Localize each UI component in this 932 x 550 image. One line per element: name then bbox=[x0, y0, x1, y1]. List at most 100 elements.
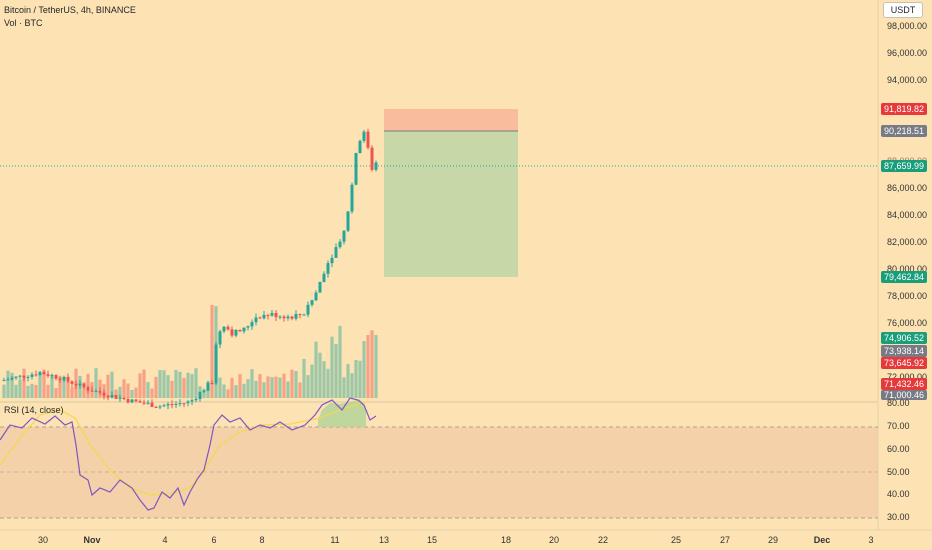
volume-bar bbox=[118, 386, 122, 398]
date-label: 4 bbox=[162, 535, 168, 545]
volume-bar bbox=[194, 368, 198, 398]
price-tag-stop[interactable]: 91,819.82 bbox=[881, 103, 927, 115]
candle-body bbox=[54, 375, 58, 379]
candle-body bbox=[78, 383, 82, 386]
volume-bar bbox=[366, 335, 370, 398]
candle-body bbox=[62, 376, 66, 381]
price-tick: 76,000.00 bbox=[887, 318, 928, 328]
volume-bar bbox=[326, 368, 330, 398]
candle-body bbox=[258, 317, 262, 319]
rsi-line bbox=[0, 397, 377, 511]
volume-bar bbox=[350, 373, 354, 398]
candle-body bbox=[302, 314, 306, 316]
volume-bar bbox=[170, 380, 174, 398]
rsi-tick: 30.00 bbox=[887, 512, 910, 522]
volume-bar bbox=[58, 375, 62, 398]
price-tag-current[interactable]: 87,659.99 bbox=[881, 160, 927, 172]
volume-bar bbox=[2, 384, 6, 398]
candle-body bbox=[146, 402, 150, 404]
candle-body bbox=[270, 313, 274, 316]
candle-body bbox=[310, 300, 314, 305]
volume-bar bbox=[270, 377, 274, 398]
candle-body bbox=[190, 400, 194, 402]
volume-bar bbox=[226, 389, 230, 398]
volume-bar bbox=[230, 377, 234, 398]
candlesticks bbox=[2, 128, 378, 410]
candle-body bbox=[118, 397, 122, 399]
price-tag[interactable]: 71,432.46 bbox=[881, 378, 927, 390]
candle-body bbox=[262, 314, 266, 319]
candle-body bbox=[362, 131, 366, 141]
volume-bar bbox=[94, 368, 98, 398]
volume-bar bbox=[174, 369, 178, 398]
chart-title[interactable]: Bitcoin / TetherUS, 4h, BINANCE bbox=[4, 5, 136, 15]
take-profit-zone[interactable] bbox=[384, 131, 518, 277]
volume-bar bbox=[242, 383, 246, 398]
volume-bar bbox=[26, 385, 30, 398]
rsi-tick: 50.00 bbox=[887, 467, 910, 477]
candle-body bbox=[342, 230, 346, 242]
volume-bar bbox=[126, 383, 130, 398]
price-tag-entry[interactable]: 90,218.51 bbox=[881, 125, 927, 137]
volume-bar bbox=[114, 389, 118, 398]
candle-body bbox=[366, 131, 370, 148]
price-tag[interactable]: 71,000.46 bbox=[881, 390, 927, 400]
candle-body bbox=[274, 313, 278, 318]
candle-body bbox=[250, 322, 254, 327]
price-tag[interactable]: 74,906.52 bbox=[881, 332, 927, 344]
volume-bar bbox=[222, 384, 226, 398]
candle-body bbox=[122, 397, 126, 400]
candle-body bbox=[194, 398, 198, 401]
stop-loss-zone[interactable] bbox=[384, 109, 518, 131]
volume-label[interactable]: Vol · BTC bbox=[4, 18, 43, 28]
price-tag[interactable]: 73,938.14 bbox=[881, 345, 927, 357]
candle-body bbox=[138, 401, 142, 403]
candle-body bbox=[330, 257, 334, 264]
candle-body bbox=[134, 399, 138, 402]
candle-body bbox=[290, 316, 294, 319]
volume-bar bbox=[302, 358, 306, 398]
date-label: 11 bbox=[330, 535, 340, 545]
candle-body bbox=[218, 331, 222, 345]
volume-bar bbox=[18, 379, 22, 398]
candle-body bbox=[6, 379, 10, 381]
volume-bar bbox=[346, 363, 350, 398]
date-label: 8 bbox=[259, 535, 265, 545]
volume-bar bbox=[358, 360, 362, 398]
price-tick: 98,000.00 bbox=[887, 21, 928, 31]
candle-body bbox=[242, 327, 246, 332]
volume-bar bbox=[158, 370, 162, 398]
candle-body bbox=[30, 374, 34, 377]
rsi-tick: 80.00 bbox=[887, 398, 910, 408]
volume-bar bbox=[298, 382, 302, 398]
price-tag[interactable]: 73,645.92 bbox=[881, 357, 927, 369]
date-label: 6 bbox=[211, 535, 217, 545]
volume-bar bbox=[250, 369, 254, 398]
date-label: 30 bbox=[37, 535, 49, 545]
candle-body bbox=[154, 406, 158, 408]
candle-body bbox=[158, 406, 162, 408]
volume-bar bbox=[370, 330, 374, 398]
volume-bar bbox=[266, 376, 270, 398]
candle-body bbox=[174, 403, 178, 405]
rsi-ma-line bbox=[0, 401, 366, 496]
currency-button[interactable]: USDT bbox=[883, 2, 923, 18]
volume-bar bbox=[46, 384, 50, 398]
volume-bar bbox=[314, 341, 318, 398]
candle-body bbox=[126, 399, 130, 403]
rsi-label[interactable]: RSI (14, close) bbox=[4, 405, 64, 415]
candle-body bbox=[42, 372, 46, 375]
candle-body bbox=[130, 399, 134, 403]
price-tag-target[interactable]: 79,462.84 bbox=[881, 271, 927, 283]
date-label: Dec bbox=[813, 535, 831, 545]
rsi-tick: 60.00 bbox=[887, 444, 910, 454]
rsi-tick: 40.00 bbox=[887, 489, 910, 499]
volume-bar bbox=[62, 379, 66, 398]
volume-bar bbox=[330, 336, 334, 398]
candle-body bbox=[278, 316, 282, 318]
date-label: 18 bbox=[500, 535, 512, 545]
candle-body bbox=[66, 376, 70, 382]
candle-body bbox=[166, 404, 170, 406]
rsi-tick: 70.00 bbox=[887, 421, 910, 431]
